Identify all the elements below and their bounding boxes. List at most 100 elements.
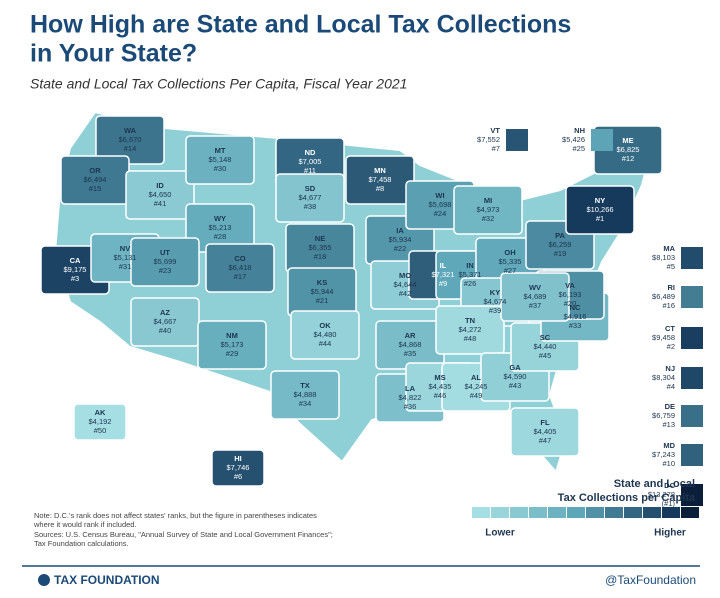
state-rank: #42 xyxy=(399,289,412,298)
state-rank: #21 xyxy=(316,296,329,305)
legend-swatch xyxy=(605,507,623,518)
state-rank: #11 xyxy=(304,166,316,175)
state-value: $5,699 xyxy=(154,257,177,266)
state-abbr: KY xyxy=(490,288,500,297)
state-abbr: NJ xyxy=(665,364,675,373)
state-rank: #38 xyxy=(304,202,317,211)
state-value: $8,103 xyxy=(652,253,675,262)
state-abbr: AZ xyxy=(160,308,170,317)
state-value: $4,916 xyxy=(564,312,587,321)
state-rank: #31 xyxy=(119,262,132,271)
state-value: $7,458 xyxy=(369,175,392,184)
state-value: $4,440 xyxy=(534,342,557,351)
state-labels: WA$6,670#14 OR$6,494#15 CA$9,175#3 NV$5,131… xyxy=(64,126,676,508)
state-abbr: HI xyxy=(234,454,242,463)
legend-swatch xyxy=(643,507,661,518)
state-shape xyxy=(453,185,523,235)
state-value: $4,405 xyxy=(534,427,557,436)
state-rank: #41 xyxy=(154,199,167,208)
state-abbr: ME xyxy=(622,136,633,145)
state-value: $4,435 xyxy=(429,382,452,391)
legend-swatch xyxy=(510,507,528,518)
legend-swatch xyxy=(472,507,490,518)
state-rank: #37 xyxy=(529,301,542,310)
state-abbr: VT xyxy=(490,126,500,135)
state-shape xyxy=(197,320,267,370)
state-value: $9,458 xyxy=(652,333,675,342)
state-shape xyxy=(185,135,255,185)
state-rank: #39 xyxy=(489,306,502,315)
state-rank: #9 xyxy=(439,279,447,288)
state-value: $6,259 xyxy=(549,240,572,249)
state-abbr: WY xyxy=(214,214,226,223)
state-abbr: CT xyxy=(665,324,675,333)
state-value: $4,644 xyxy=(394,280,417,289)
state-value: $7,243 xyxy=(652,450,675,459)
state-abbr: AR xyxy=(405,331,416,340)
state-value: $4,677 xyxy=(299,193,322,202)
state-rank: #2 xyxy=(667,342,675,351)
state-rank: #13 xyxy=(662,420,675,429)
state-value: $4,192 xyxy=(89,417,112,426)
state-abbr: RI xyxy=(668,283,676,292)
state-rank: #26 xyxy=(464,279,477,288)
state-abbr: OK xyxy=(319,321,331,330)
state-value: $5,131 xyxy=(114,253,137,262)
state-shape xyxy=(565,185,635,235)
state-abbr: CA xyxy=(70,256,81,265)
state-value: $6,193 xyxy=(559,290,582,299)
state-rank: #32 xyxy=(482,214,495,223)
state-value: $5,335 xyxy=(499,257,522,266)
state-abbr: OH xyxy=(504,248,515,257)
state-rank: #4 xyxy=(667,382,675,391)
state-rank: #29 xyxy=(226,349,239,358)
state-rank: #15 xyxy=(89,184,102,193)
state-rank: #20 xyxy=(564,299,577,308)
legend-low: Lower xyxy=(485,528,515,539)
state-box xyxy=(681,484,703,506)
state-rank: #46 xyxy=(434,391,447,400)
state-abbr: MS xyxy=(434,373,445,382)
state-shape xyxy=(270,370,340,420)
state-abbr: TX xyxy=(300,381,310,390)
source: Sources: U.S. Census Bureau, "Annual Sur… xyxy=(34,530,333,539)
state-value: $4,272 xyxy=(459,325,482,334)
state-abbr: CO xyxy=(234,254,245,263)
state-rank: #48 xyxy=(464,334,477,343)
state-value: $5,371 xyxy=(459,270,482,279)
state-value: $8,304 xyxy=(652,373,675,382)
state-box xyxy=(681,444,703,466)
state-box xyxy=(681,367,703,389)
state-rank: #25 xyxy=(572,144,585,153)
footer-handle: @TaxFoundation xyxy=(605,573,696,587)
note: Note: D.C.'s rank does not affect states… xyxy=(34,511,317,520)
state-value: $6,494 xyxy=(84,175,107,184)
state-value: $5,944 xyxy=(311,287,334,296)
state-rank: #23 xyxy=(159,266,172,275)
legend-swatch xyxy=(529,507,547,518)
state-abbr: KS xyxy=(317,278,327,287)
state-abbr: MN xyxy=(374,166,386,175)
state-shape xyxy=(205,243,275,293)
state-abbr: MT xyxy=(215,146,226,155)
legend-swatch xyxy=(567,507,585,518)
state-rank: #16 xyxy=(662,301,675,310)
state-abbr: IL xyxy=(440,261,447,270)
state-rank: #44 xyxy=(319,339,332,348)
state-value: $9,175 xyxy=(64,265,87,274)
state-abbr: LA xyxy=(405,384,416,393)
state-rank: #28 xyxy=(214,232,227,241)
state-abbr: IA xyxy=(396,226,404,235)
state-value: $5,213 xyxy=(209,223,232,232)
state-rank: #12 xyxy=(622,154,635,163)
state-shape xyxy=(125,170,195,220)
state-value: $4,674 xyxy=(484,297,507,306)
state-value: $4,868 xyxy=(399,340,422,349)
state-abbr: SD xyxy=(305,184,316,193)
state-value: $7,746 xyxy=(227,463,250,472)
title: How High are State and Local Tax Collect… xyxy=(30,11,571,39)
state-rank: #45 xyxy=(539,351,552,360)
state-abbr: NV xyxy=(120,244,130,253)
state-value: $5,173 xyxy=(221,340,244,349)
